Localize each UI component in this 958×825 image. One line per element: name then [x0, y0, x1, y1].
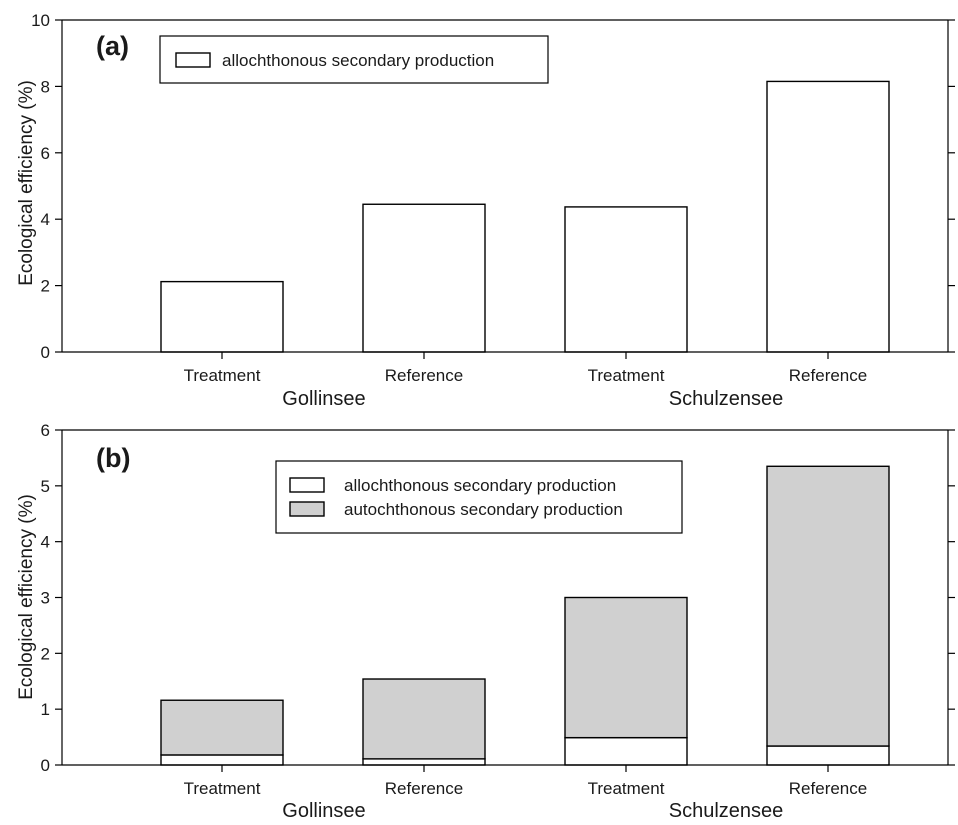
panel-b-category-label: Treatment	[588, 779, 665, 798]
panel-b-bar-autochthonous-2	[564, 596, 688, 739]
panel-b-legend: allochthonous secondary production autoc…	[275, 460, 683, 534]
panel-a-y-tick-label: 0	[41, 343, 50, 362]
panel-b-category-label: Reference	[385, 779, 463, 798]
panel-a-group-label: Schulzensee	[669, 388, 784, 410]
panel-a-bar-allochthonous-3	[766, 80, 890, 353]
panel-b: (b) Ecological efficiency (%) 0 1 2 3 4 5 6 Tre…	[16, 421, 955, 822]
panel-b-y-axis-label: Ecological efficiency (%)	[16, 494, 37, 700]
panel-a-category-label: Reference	[385, 366, 463, 385]
panel-a-bar-allochthonous-1	[362, 203, 486, 353]
panel-a-category-label: Treatment	[184, 366, 261, 385]
panel-a-legend-label-allochthonous: allochthonous secondary production	[222, 51, 494, 70]
panel-b-legend-swatch-allochthonous	[289, 477, 325, 493]
panel-b-bar-autochthonous-1	[362, 678, 486, 760]
panel-b-label: (b)	[96, 443, 130, 473]
panel-a-y-tick-label: 6	[41, 144, 50, 163]
panel-a: (a) Ecological efficiency (%) 0 2 4 6 8 10 Tre…	[16, 11, 955, 410]
panel-a-y-tick-label: 4	[41, 210, 50, 229]
panel-b-y-tick-label: 4	[41, 533, 50, 552]
panel-b-group-label: Gollinsee	[282, 800, 365, 820]
panel-b-bar-allochthonous-2	[564, 736, 688, 766]
panel-a-y-axis-label: Ecological efficiency (%)	[16, 80, 37, 286]
panel-b-bar-allochthonous-1	[362, 758, 486, 766]
panel-a-category-label: Reference	[789, 366, 867, 385]
panel-a-y-tick-label: 10	[31, 11, 50, 30]
panel-a-plot-area: 0 2 4 6 8 10 Treatment Reference Treatment Refere…	[31, 11, 955, 410]
panel-a-legend: allochthonous secondary production	[159, 35, 549, 84]
panel-a-label: (a)	[96, 31, 129, 61]
panel-b-legend-label-allochthonous: allochthonous secondary production	[344, 476, 616, 495]
panel-b-bar-allochthonous-0	[160, 754, 284, 766]
panel-b-y-tick-label: 1	[41, 700, 50, 719]
panel-a-group-label: Gollinsee	[282, 388, 365, 410]
panel-b-y-tick-label: 0	[41, 756, 50, 775]
panel-b-y-tick-label: 3	[41, 589, 50, 608]
panel-b-y-tick-label: 6	[41, 421, 50, 440]
panel-b-legend-frame	[275, 460, 683, 534]
panel-b-y-tick-label: 5	[41, 477, 50, 496]
panel-a-legend-swatch-allochthonous	[175, 52, 211, 68]
panel-b-legend-label-autochthonous: autochthonous secondary production	[344, 500, 623, 519]
panel-b-legend-swatch-autochthonous	[289, 501, 325, 517]
panel-a-legend-frame	[159, 35, 549, 84]
panel-a-bar-allochthonous-0	[160, 280, 284, 353]
panel-b-y-tick-label: 2	[41, 644, 50, 663]
panel-b-bar-allochthonous-3	[766, 745, 890, 766]
panel-a-bar-allochthonous-2	[564, 206, 688, 353]
panel-a-y-tick-label: 2	[41, 277, 50, 296]
panel-b-category-label: Reference	[789, 779, 867, 798]
panel-b-category-label: Treatment	[184, 779, 261, 798]
panel-a-y-tick-label: 8	[41, 77, 50, 96]
panel-b-bar-autochthonous-0	[160, 699, 284, 756]
panel-a-category-label: Treatment	[588, 366, 665, 385]
panel-b-bar-autochthonous-3	[766, 465, 890, 747]
panel-b-plot-area: 0 1 2 3 4 5 6 Treatment Reference Treatment Refere…	[41, 421, 955, 822]
panel-b-group-label: Schulzensee	[669, 800, 784, 820]
